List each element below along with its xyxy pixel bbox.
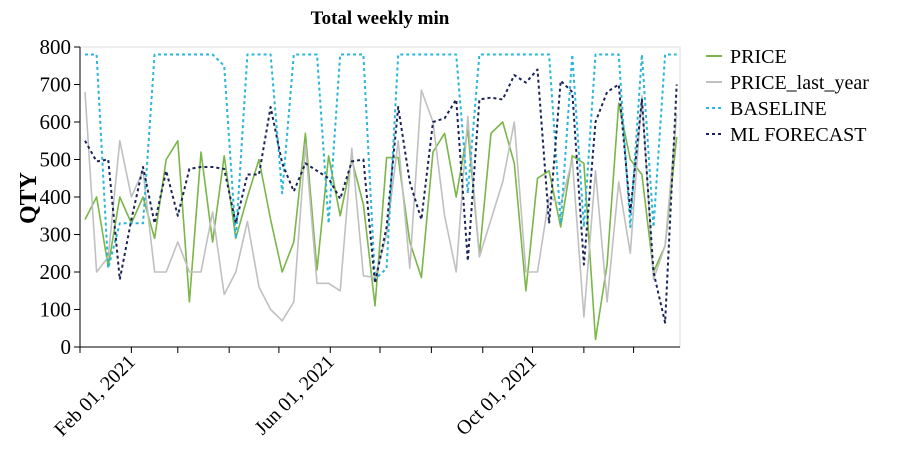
series-line-price	[84, 102, 678, 341]
x-axis: Feb 01, 2021 Jun 01, 2021 Oct 01, 2021	[50, 346, 680, 441]
chart-title: Total weekly min	[311, 8, 450, 29]
y-tick-label: 100	[40, 298, 72, 322]
x-tick-label: Feb 01, 2021	[50, 351, 140, 441]
plot-area	[79, 46, 681, 348]
y-tick-label: 300	[40, 223, 72, 247]
y-tick-label: 700	[40, 73, 72, 97]
y-axis-label: QTY	[16, 172, 42, 224]
legend-label: PRICE	[730, 46, 787, 68]
y-tick-label: 800	[40, 35, 72, 59]
y-tick-label: 200	[40, 260, 72, 284]
series-line-ml-forecast	[84, 68, 678, 324]
legend-label: ML FORECAST	[730, 124, 867, 146]
series-layer	[84, 53, 678, 341]
y-tick-label: 500	[40, 148, 72, 172]
x-tick-label: Oct 01, 2021	[452, 351, 541, 440]
legend: PRICE PRICE_last_year BASELINE ML FORECAST	[706, 46, 869, 146]
series-line-baseline	[85, 53, 677, 281]
x-tick-label: Jun 01, 2021	[251, 351, 339, 439]
y-axis: 0 100 200 300 400 500 600 700 800	[40, 35, 81, 359]
y-tick-label: 400	[40, 185, 72, 209]
y-tick-label: 0	[61, 335, 72, 359]
legend-label: PRICE_last_year	[730, 72, 869, 94]
y-tick-label: 600	[40, 110, 72, 134]
legend-label: BASELINE	[730, 98, 827, 120]
